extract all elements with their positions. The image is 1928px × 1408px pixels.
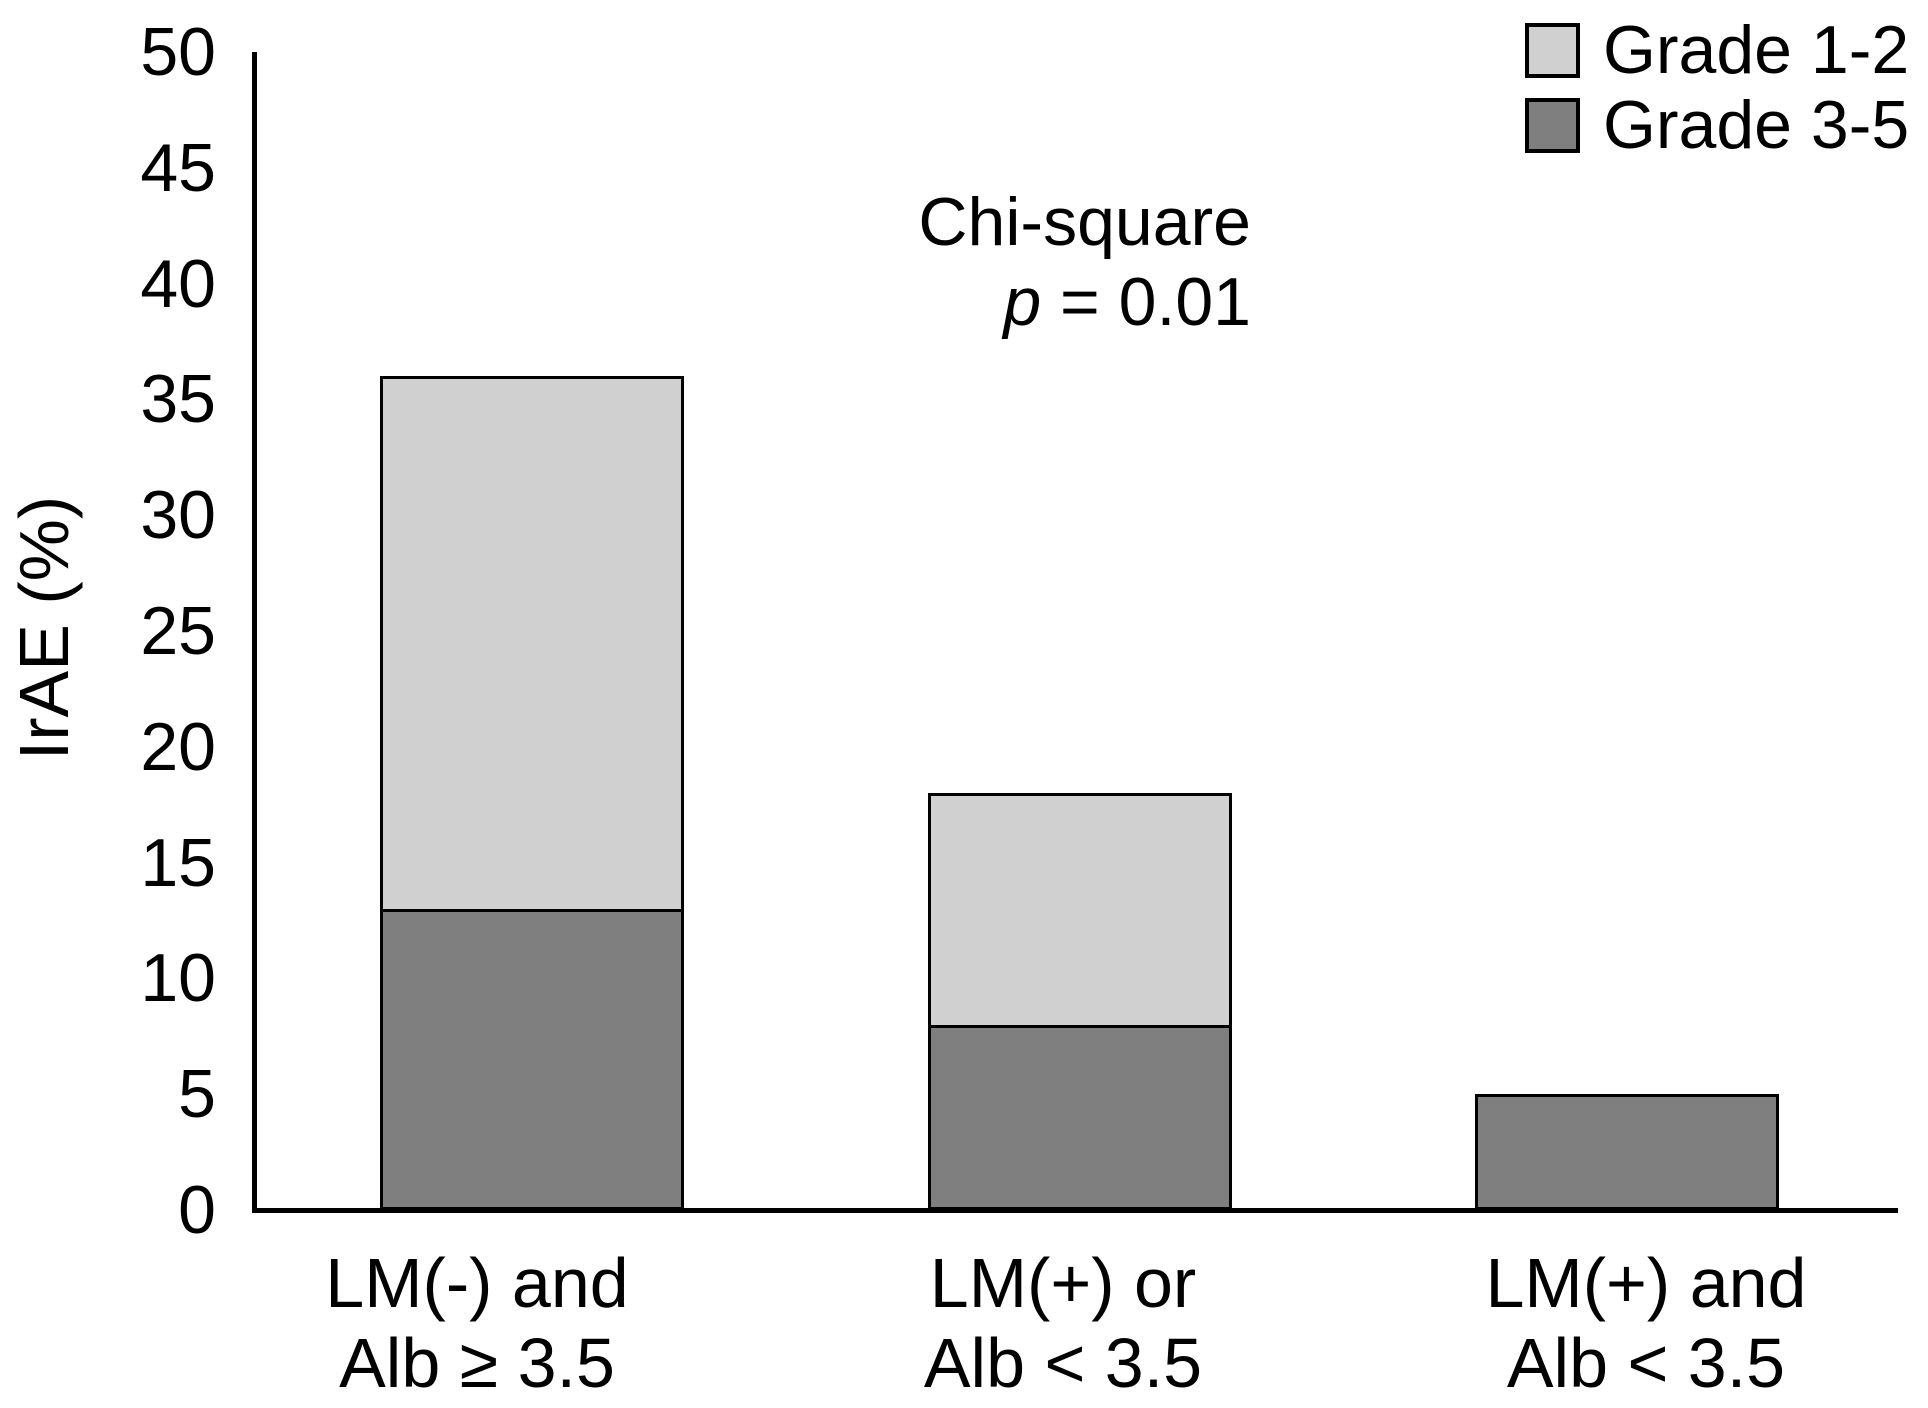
- grade-1-2-swatch: [1525, 23, 1580, 78]
- p-equals-value: = 0.01: [1041, 264, 1251, 340]
- y-tick-label-50: 50: [140, 14, 216, 90]
- y-tick-label-40: 40: [140, 245, 216, 322]
- annotation-line-1: Chi-square: [918, 184, 1251, 260]
- x-category-label-line: Alb ≥ 3.5: [339, 1324, 615, 1402]
- grade-3-5-swatch: [1525, 98, 1580, 153]
- legend-item-grade-1-2: Grade 1-2: [1525, 12, 1910, 88]
- p-symbol: p: [1003, 264, 1042, 340]
- y-tick-label-20: 20: [140, 708, 216, 785]
- x-category-label-line: LM(+) and: [1485, 1244, 1807, 1322]
- x-category-label-line: Alb < 3.5: [923, 1324, 1203, 1402]
- legend-label: Grade 1-2: [1603, 12, 1910, 88]
- bar-3-segment-grade-3-5: [1475, 1094, 1780, 1210]
- y-tick-label-30: 30: [140, 477, 216, 554]
- y-axis-line: [252, 52, 257, 1213]
- y-tick-label-0: 0: [178, 1172, 216, 1248]
- y-tick-label-25: 25: [140, 593, 216, 669]
- x-category-label-line: LM(-) and: [325, 1244, 629, 1322]
- y-tick-label-35: 35: [140, 361, 216, 438]
- legend-label: Grade 3-5: [1603, 87, 1910, 163]
- y-tick-label-10: 10: [140, 940, 216, 1017]
- bar-2-segment-grade-3-5: [927, 1024, 1232, 1210]
- legend-item-grade-3-5: Grade 3-5: [1525, 87, 1910, 163]
- bar-1-segment-grade-3-5: [379, 908, 684, 1210]
- bar-2-segment-grade-1-2: [927, 793, 1232, 1028]
- chi-square-annotation: Chi-square p = 0.01: [918, 182, 1251, 342]
- x-category-label-line: Alb < 3.5: [1506, 1324, 1786, 1402]
- annotation-line-2: p = 0.01: [918, 262, 1251, 342]
- y-tick-label-15: 15: [140, 824, 216, 901]
- x-category-label-3: LM(+) and Alb < 3.5: [1346, 1243, 1928, 1403]
- y-tick-label-45: 45: [140, 129, 216, 206]
- bar-1-segment-grade-1-2: [379, 376, 684, 912]
- x-category-label-2: LM(+) or Alb < 3.5: [763, 1243, 1363, 1403]
- y-tick-label-5: 5: [178, 1056, 216, 1133]
- x-axis-line: [252, 1208, 1898, 1213]
- x-category-label-line: LM(+) or: [929, 1244, 1197, 1322]
- x-category-label-1: LM(-) and Alb ≥ 3.5: [177, 1243, 777, 1403]
